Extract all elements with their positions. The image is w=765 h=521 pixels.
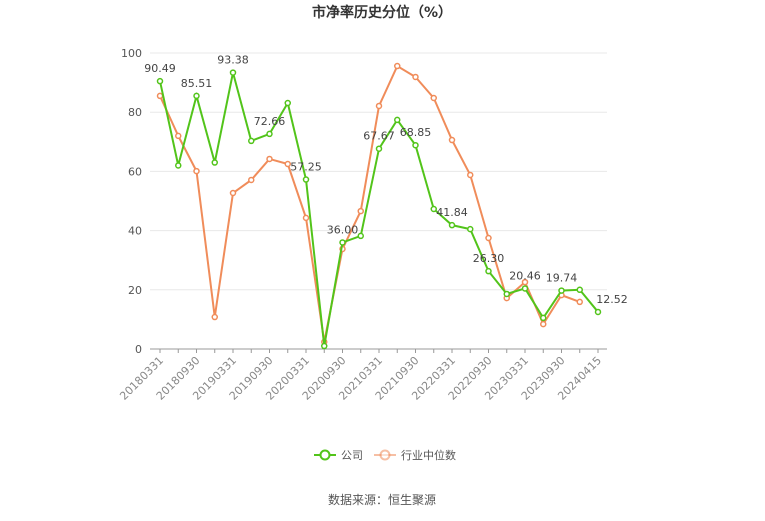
point	[175, 162, 182, 169]
point	[357, 207, 364, 215]
series-line	[159, 64, 581, 343]
legend-label: 行业中位数	[401, 448, 456, 462]
y-tick-label: 60	[128, 165, 142, 178]
point	[193, 167, 200, 175]
point	[175, 132, 182, 140]
point	[540, 320, 547, 328]
y-tick-label: 40	[128, 225, 142, 238]
point	[375, 102, 383, 110]
y-tick-label: 20	[128, 284, 142, 297]
point	[540, 314, 547, 322]
value-label: 57.25	[290, 161, 322, 174]
point	[521, 278, 529, 286]
point	[412, 141, 419, 149]
point	[284, 160, 291, 168]
legend-item[interactable]: 公司	[314, 449, 363, 462]
point	[156, 92, 164, 100]
point	[521, 285, 529, 292]
point	[394, 62, 401, 70]
point	[430, 205, 437, 213]
point	[321, 342, 328, 350]
point	[302, 176, 310, 183]
point	[211, 313, 218, 321]
point	[412, 73, 419, 81]
value-label: 85.51	[181, 77, 213, 90]
point	[576, 286, 583, 294]
legend-item[interactable]: 行业中位数	[374, 448, 456, 462]
point	[193, 92, 200, 100]
point	[485, 267, 492, 275]
point	[266, 130, 273, 138]
point	[302, 214, 310, 222]
chart-title: 市净率历史分位（%）	[312, 4, 452, 21]
point	[448, 136, 456, 144]
y-tick-label: 80	[128, 106, 142, 119]
point	[248, 176, 255, 184]
y-tick-label: 0	[135, 343, 142, 356]
value-label: 19.74	[546, 272, 578, 285]
legend-marker	[319, 449, 331, 461]
point	[394, 116, 401, 124]
value-label: 68.85	[400, 126, 432, 139]
value-label: 36.00	[327, 223, 359, 236]
value-label: 12.52	[596, 293, 628, 306]
value-label: 20.46	[509, 269, 541, 282]
point	[229, 189, 237, 197]
point	[558, 287, 565, 294]
point	[339, 239, 346, 246]
point	[448, 221, 456, 229]
point	[211, 159, 218, 166]
point	[594, 308, 602, 316]
value-label: 93.38	[217, 54, 249, 67]
point	[248, 137, 255, 145]
point	[284, 99, 291, 107]
point	[430, 94, 437, 102]
point	[485, 234, 492, 242]
point	[375, 145, 383, 152]
point	[467, 171, 474, 179]
source: 数据来源：恒生聚源	[328, 492, 436, 507]
value-label: 90.49	[144, 62, 176, 75]
point	[229, 69, 237, 76]
series-line	[159, 72, 599, 347]
point	[266, 155, 273, 163]
legend-label: 公司	[341, 449, 363, 462]
point	[576, 298, 583, 306]
value-label: 26.30	[473, 252, 505, 265]
point	[156, 77, 164, 85]
value-label: 41.84	[436, 206, 468, 219]
point	[467, 225, 474, 233]
y-tick-label: 100	[121, 47, 142, 60]
point	[357, 232, 364, 240]
value-label: 67.67	[363, 130, 395, 143]
legend-marker	[379, 449, 391, 461]
value-label: 72.66	[254, 115, 286, 128]
point	[503, 290, 510, 298]
